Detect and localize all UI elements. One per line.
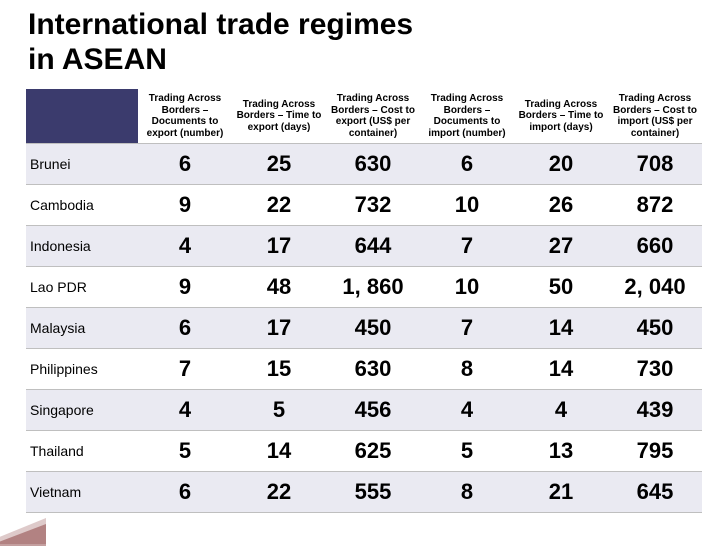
col-header: Trading Across Borders – Time to export … [232, 89, 326, 144]
col-header: Trading Across Borders – Time to import … [514, 89, 608, 144]
table-row: Singapore4545644439 [26, 390, 702, 431]
table-row: Indonesia417644727660 [26, 226, 702, 267]
value-cell: 795 [608, 431, 702, 472]
value-cell: 708 [608, 144, 702, 185]
value-cell: 7 [138, 349, 232, 390]
table-row: Thailand514625513795 [26, 431, 702, 472]
country-cell: Indonesia [26, 226, 138, 267]
value-cell: 450 [326, 308, 420, 349]
title-line-1: International trade regimes [28, 8, 413, 41]
value-cell: 15 [232, 349, 326, 390]
value-cell: 630 [326, 144, 420, 185]
value-cell: 50 [514, 267, 608, 308]
col-header: Trading Across Borders – Cost to import … [608, 89, 702, 144]
value-cell: 630 [326, 349, 420, 390]
value-cell: 732 [326, 185, 420, 226]
header-blank [26, 89, 138, 144]
value-cell: 48 [232, 267, 326, 308]
value-cell: 14 [514, 349, 608, 390]
value-cell: 17 [232, 308, 326, 349]
value-cell: 5 [420, 431, 514, 472]
trade-table: Trading Across Borders – Documents to ex… [26, 89, 702, 513]
decorative-triangle [0, 524, 46, 546]
value-cell: 9 [138, 185, 232, 226]
value-cell: 22 [232, 185, 326, 226]
value-cell: 625 [326, 431, 420, 472]
value-cell: 27 [514, 226, 608, 267]
value-cell: 20 [514, 144, 608, 185]
value-cell: 4 [138, 226, 232, 267]
title-line-2: in ASEAN [28, 43, 167, 76]
value-cell: 21 [514, 472, 608, 513]
country-cell: Lao PDR [26, 267, 138, 308]
value-cell: 6 [138, 308, 232, 349]
table-row: Vietnam622555821645 [26, 472, 702, 513]
country-cell: Brunei [26, 144, 138, 185]
value-cell: 4 [420, 390, 514, 431]
value-cell: 1, 860 [326, 267, 420, 308]
table-row: Philippines715630814730 [26, 349, 702, 390]
value-cell: 730 [608, 349, 702, 390]
table-row: Lao PDR9481, 86010502, 040 [26, 267, 702, 308]
value-cell: 450 [608, 308, 702, 349]
table-header-row: Trading Across Borders – Documents to ex… [26, 89, 702, 144]
value-cell: 6 [138, 472, 232, 513]
col-header: Trading Across Borders – Documents to im… [420, 89, 514, 144]
value-cell: 4 [514, 390, 608, 431]
value-cell: 456 [326, 390, 420, 431]
country-cell: Cambodia [26, 185, 138, 226]
country-cell: Singapore [26, 390, 138, 431]
value-cell: 6 [138, 144, 232, 185]
value-cell: 5 [138, 431, 232, 472]
table-container: Trading Across Borders – Documents to ex… [0, 77, 720, 513]
value-cell: 17 [232, 226, 326, 267]
value-cell: 10 [420, 185, 514, 226]
value-cell: 13 [514, 431, 608, 472]
value-cell: 439 [608, 390, 702, 431]
value-cell: 644 [326, 226, 420, 267]
page-title: International trade regimes in ASEAN [0, 0, 720, 77]
value-cell: 8 [420, 349, 514, 390]
value-cell: 4 [138, 390, 232, 431]
col-header: Trading Across Borders – Cost to export … [326, 89, 420, 144]
value-cell: 9 [138, 267, 232, 308]
value-cell: 8 [420, 472, 514, 513]
country-cell: Thailand [26, 431, 138, 472]
value-cell: 22 [232, 472, 326, 513]
value-cell: 6 [420, 144, 514, 185]
value-cell: 5 [232, 390, 326, 431]
value-cell: 26 [514, 185, 608, 226]
value-cell: 10 [420, 267, 514, 308]
table-row: Brunei625630620708 [26, 144, 702, 185]
value-cell: 872 [608, 185, 702, 226]
value-cell: 2, 040 [608, 267, 702, 308]
country-cell: Vietnam [26, 472, 138, 513]
country-cell: Malaysia [26, 308, 138, 349]
table-row: Cambodia9227321026872 [26, 185, 702, 226]
table-row: Malaysia617450714450 [26, 308, 702, 349]
value-cell: 14 [514, 308, 608, 349]
value-cell: 555 [326, 472, 420, 513]
value-cell: 14 [232, 431, 326, 472]
value-cell: 25 [232, 144, 326, 185]
col-header: Trading Across Borders – Documents to ex… [138, 89, 232, 144]
value-cell: 660 [608, 226, 702, 267]
value-cell: 645 [608, 472, 702, 513]
value-cell: 7 [420, 308, 514, 349]
value-cell: 7 [420, 226, 514, 267]
country-cell: Philippines [26, 349, 138, 390]
